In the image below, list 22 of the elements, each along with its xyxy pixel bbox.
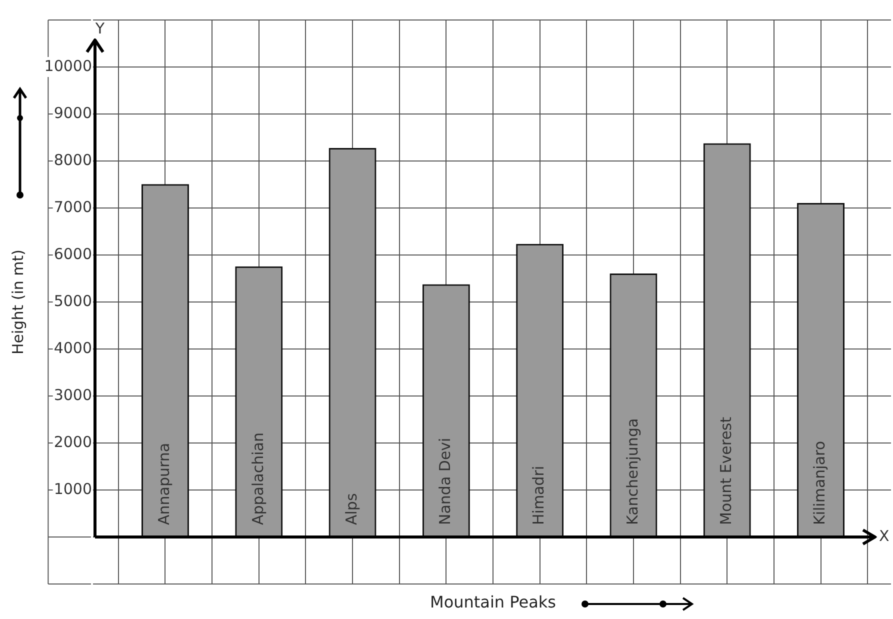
y-tick-label: 3000 [54, 386, 92, 404]
x-axis-title: Mountain Peaks [430, 592, 556, 612]
x-tick-label: Kilimanjaro [810, 440, 829, 525]
x-tick-label: Himadri [530, 466, 548, 525]
annotation: X [879, 526, 890, 545]
y-tick-label: 2000 [54, 432, 92, 451]
y-tick-label: 1000 [54, 480, 92, 498]
x-tick-label: Alps [342, 493, 360, 525]
x-tick-label: Nanda Devi [436, 438, 454, 525]
x-tick-label: Kanchenjunga [623, 418, 642, 525]
y-axis-title: Height (in mt) [8, 250, 27, 354]
y-tick-label: 7000 [54, 198, 92, 216]
annotation: Y [94, 19, 106, 38]
x-tick-label: Mount Everest [717, 416, 736, 525]
y-tick-label: 4000 [54, 338, 92, 357]
x-tick-label: Appalachian [248, 432, 267, 525]
x-tick-label: Annapurna [155, 442, 174, 525]
y-tick-label: 6000 [54, 244, 92, 263]
y-tick-label: 8000 [54, 150, 92, 169]
y-tick-label: 9000 [54, 104, 92, 122]
y-tick-label: 5000 [54, 292, 92, 310]
y-tick-label: 10000 [44, 56, 92, 75]
